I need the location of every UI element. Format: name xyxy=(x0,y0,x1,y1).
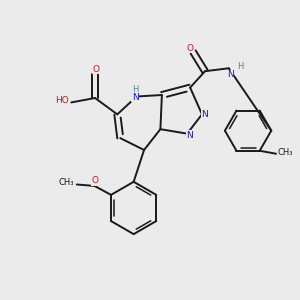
Text: H: H xyxy=(237,62,243,71)
Text: N: N xyxy=(227,70,234,79)
Text: N: N xyxy=(201,110,208,119)
Text: O: O xyxy=(91,176,98,185)
Text: O: O xyxy=(186,44,193,53)
Text: CH₃: CH₃ xyxy=(59,178,74,188)
Text: H: H xyxy=(132,85,138,94)
Text: O: O xyxy=(92,65,99,74)
Text: HO: HO xyxy=(55,97,69,106)
Text: N: N xyxy=(132,93,139,102)
Text: N: N xyxy=(186,130,193,140)
Text: CH₃: CH₃ xyxy=(278,148,293,157)
